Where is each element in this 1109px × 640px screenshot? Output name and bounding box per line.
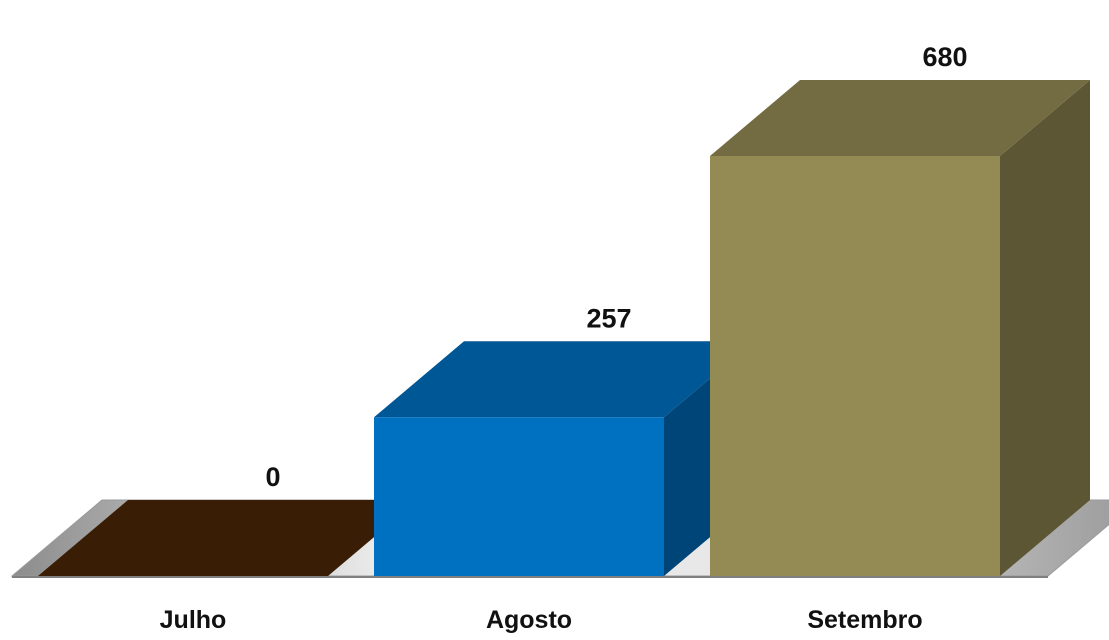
data-label: 0 (265, 462, 280, 492)
bar-top-face (710, 80, 1090, 156)
bar-side-face (1000, 80, 1090, 576)
bar-julho (38, 500, 418, 576)
bar-agosto (374, 341, 754, 576)
x-axis-tick-labels: Julho Agosto Setembro (160, 606, 923, 634)
bar-top-face (374, 341, 754, 418)
bar-setembro (710, 80, 1090, 576)
data-label: 257 (586, 303, 631, 333)
data-label: 680 (922, 42, 967, 72)
x-tick-label: Setembro (807, 606, 922, 634)
floor-edge (12, 576, 1048, 578)
bar-front-face (710, 156, 1000, 576)
bar-front-face (374, 417, 664, 576)
bar-top-face (38, 500, 418, 576)
x-tick-label: Julho (160, 606, 227, 634)
bars (38, 80, 1090, 576)
x-tick-label: Agosto (486, 606, 572, 634)
data-labels: 0 257 680 (265, 42, 967, 492)
